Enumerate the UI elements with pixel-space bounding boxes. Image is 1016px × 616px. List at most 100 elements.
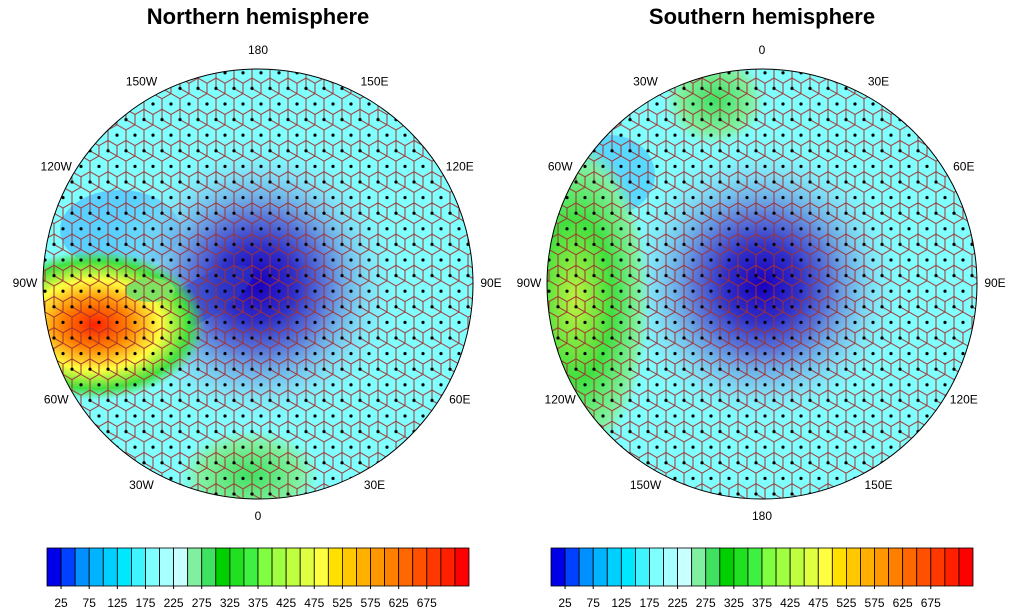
longitude-label: 30W (129, 478, 154, 492)
colorbar-box (187, 547, 203, 587)
colorbar-box (719, 547, 735, 587)
colorbar-box (173, 547, 189, 587)
longitude-label: 60E (449, 393, 470, 407)
colorbar-box (888, 547, 904, 587)
colorbar-box (313, 547, 329, 587)
longitude-label: 150W (630, 478, 662, 492)
colorbar-label: 675 (921, 596, 941, 610)
panel-title: Northern hemisphere (147, 4, 370, 29)
colorbar-box (958, 547, 974, 587)
colorbar-label: 475 (808, 596, 828, 610)
map-border (42, 68, 474, 500)
mesh (43, 69, 473, 499)
longitude-label: 30W (633, 74, 658, 88)
longitude-label: 0 (759, 43, 766, 57)
colorbar-box (229, 547, 245, 587)
mesh (547, 69, 977, 499)
colorbar-box (88, 547, 104, 587)
colorbar-label: 375 (752, 596, 772, 610)
colorbar-box (747, 547, 763, 587)
longitude-label: 60W (548, 160, 573, 174)
colorbar-box (412, 547, 428, 587)
colorbar-box (677, 547, 693, 587)
colorbar-label: 425 (780, 596, 800, 610)
colorbar-label: 175 (135, 596, 155, 610)
colorbar-box (874, 547, 889, 587)
colorbar-box (201, 547, 217, 587)
colorbar-label: 525 (332, 596, 352, 610)
colorbar-box (327, 547, 343, 587)
longitude-label: 120E (446, 160, 474, 174)
colorbar-box (663, 547, 678, 587)
colorbar-label: 675 (417, 596, 437, 610)
colorbar-box (145, 547, 160, 587)
colorbar-box (635, 547, 650, 587)
colorbar-box (398, 547, 414, 587)
colorbar-box (74, 547, 90, 587)
colorbar-label: 425 (276, 596, 296, 610)
colorbar-label: 225 (668, 596, 688, 610)
colorbar-box (761, 547, 777, 587)
colorbar-box (620, 547, 636, 587)
colorbar-box (846, 547, 861, 587)
colorbar-box (564, 547, 580, 587)
colorbar-label: 75 (587, 596, 601, 610)
longitude-label: 90W (13, 276, 38, 290)
colorbar-box (454, 547, 470, 587)
colorbar-label: 325 (220, 596, 240, 610)
longitude-label: 180 (752, 509, 772, 523)
colorbar-box (916, 547, 932, 587)
colorbar-box (384, 547, 400, 587)
colorbar-box (426, 547, 442, 587)
colorbar-label: 525 (836, 596, 856, 610)
colorbar-label: 75 (83, 596, 97, 610)
colorbar-box (775, 547, 791, 587)
longitude-label: 60E (953, 160, 974, 174)
longitude-label: 150W (126, 74, 158, 88)
colorbar-label: 375 (248, 596, 268, 610)
colorbar-box (285, 547, 301, 587)
colorbar-box (860, 547, 875, 587)
colorbar-label: 225 (164, 596, 184, 610)
longitude-label: 120W (41, 160, 73, 174)
longitude-label: 60W (44, 393, 69, 407)
north-map (43, 69, 473, 499)
colorbar-label: 275 (696, 596, 716, 610)
longitude-label: 120W (545, 393, 577, 407)
longitude-label: 0 (255, 509, 262, 523)
colorbar-box (831, 547, 847, 587)
colorbar-box (46, 547, 62, 587)
longitude-label: 180 (248, 43, 268, 57)
colorbar-label: 175 (639, 596, 659, 610)
colorbar-box (440, 547, 456, 587)
colorbar-box (691, 547, 707, 587)
colorbar-label: 575 (361, 596, 381, 610)
colorbar-label: 25 (558, 596, 572, 610)
longitude-label: 90W (517, 276, 542, 290)
colorbar-box (271, 547, 287, 587)
colorbar-box (299, 547, 315, 587)
map-border (546, 68, 978, 500)
colorbar-box (803, 547, 819, 587)
colorbar-label: 575 (865, 596, 885, 610)
colorbar-box (341, 547, 357, 587)
colorbar-label: 625 (893, 596, 913, 610)
colorbar-box (550, 547, 566, 587)
colorbar-box (215, 547, 231, 587)
colorbar-box (370, 547, 385, 587)
colorbar-label: 25 (54, 596, 68, 610)
colorbar-box (789, 547, 805, 587)
colorbar-box (944, 547, 960, 587)
colorbar-box (649, 547, 664, 587)
panel-title: Southern hemisphere (649, 4, 875, 29)
colorbar-box (356, 547, 371, 587)
colorbar-box (930, 547, 946, 587)
colorbar-box (606, 547, 622, 587)
south-map (547, 69, 977, 499)
longitude-label: 30E (364, 478, 385, 492)
longitude-label: 90E (984, 276, 1005, 290)
longitude-label: 120E (950, 393, 978, 407)
colorbar-box (159, 547, 175, 587)
